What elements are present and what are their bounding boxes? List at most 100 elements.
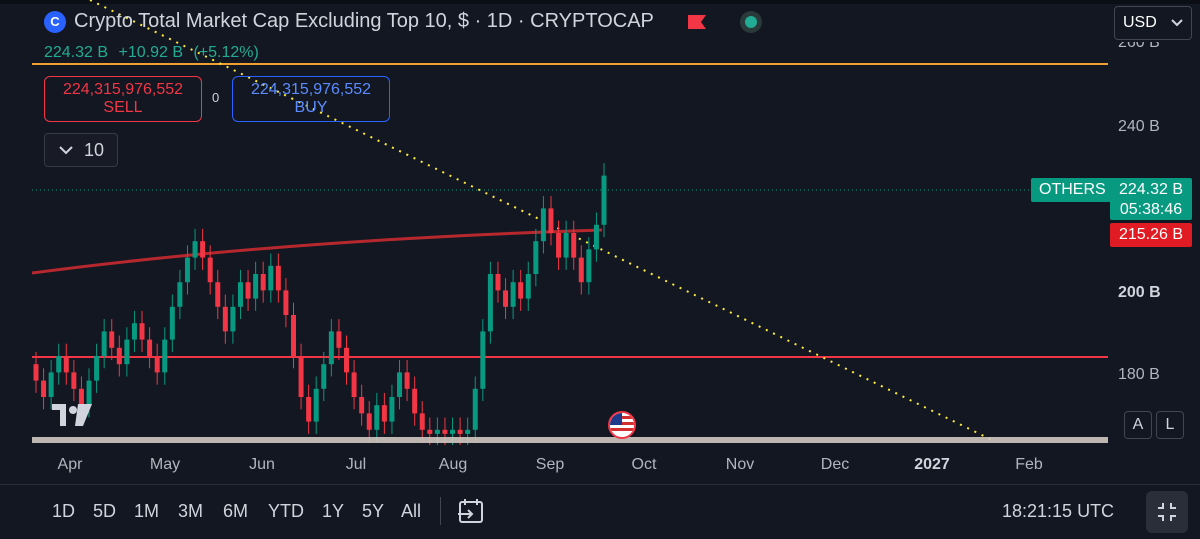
quote-line: 224.32 B +10.92 B (+5.12%) <box>44 44 265 62</box>
candle-body <box>495 274 501 291</box>
candle-body <box>533 241 539 274</box>
candle-body <box>472 388 478 430</box>
quote-change-pct: (+5.12%) <box>193 44 259 61</box>
candle-body <box>336 331 342 348</box>
candle-body <box>374 405 380 430</box>
candle-body <box>245 282 251 299</box>
candle-body <box>41 380 47 397</box>
candle-body <box>359 397 365 414</box>
candle-body <box>540 208 546 242</box>
toolbar-divider <box>440 497 441 525</box>
fullscreen-button[interactable] <box>1146 491 1188 533</box>
time-axis-label: Oct <box>631 456 657 473</box>
buy-button[interactable]: 224,315,976,552 BUY <box>232 76 390 122</box>
us-economic-event-icon[interactable] <box>608 411 636 439</box>
utc-clock[interactable]: 18:21:15 UTC <box>1002 501 1115 521</box>
candle-body <box>268 265 274 291</box>
currency-value: USD <box>1123 14 1157 31</box>
candle-body <box>184 257 190 283</box>
time-axis-label: Dec <box>820 456 850 473</box>
candle-body <box>389 397 395 422</box>
log-scale-button[interactable]: L <box>1156 411 1184 439</box>
candle-body <box>192 241 198 258</box>
bottom-band <box>32 437 1108 443</box>
candle-body <box>260 274 266 291</box>
moving-average-line <box>32 228 603 275</box>
range-button-5d[interactable]: 5D <box>93 501 117 521</box>
candle-body <box>131 323 137 340</box>
candle-body <box>298 356 304 397</box>
range-button-1d[interactable]: 1D <box>52 501 76 521</box>
sell-label: SELL <box>103 99 143 116</box>
candle-body <box>48 372 54 397</box>
currency-selector[interactable]: USD <box>1114 6 1192 40</box>
time-axis-label: Nov <box>725 456 755 473</box>
candles-group <box>33 163 607 445</box>
quote-change: +10.92 B <box>118 44 184 61</box>
candle-body <box>283 290 289 315</box>
candle-body <box>162 339 168 373</box>
flag-icon[interactable] <box>687 14 706 29</box>
candle-body <box>404 372 410 389</box>
candle-body <box>116 347 122 365</box>
price-chart[interactable] <box>32 0 1108 445</box>
go-to-date-icon[interactable] <box>456 497 486 525</box>
range-button-6m[interactable]: 6M <box>223 501 249 521</box>
candle-body <box>397 372 403 397</box>
candle-body <box>427 429 433 434</box>
bar-countdown: 05:38:46 <box>1119 201 1183 218</box>
candle-body <box>525 274 531 299</box>
candle-body <box>548 208 554 233</box>
candle-body <box>351 372 357 397</box>
candle-body <box>578 257 584 283</box>
candle-body <box>207 257 213 283</box>
candle-body <box>381 405 387 422</box>
sell-button[interactable]: 224,315,976,552 SELL <box>44 76 202 122</box>
candle-body <box>33 364 39 381</box>
candle-body <box>601 175 607 225</box>
candle-body <box>253 274 259 299</box>
candle-body <box>237 282 243 307</box>
time-axis-label: May <box>149 456 181 473</box>
candle-body <box>442 429 448 434</box>
time-axis-label: Jun <box>249 456 275 473</box>
candle-body <box>169 306 175 340</box>
quantity-value: 10 <box>83 139 105 160</box>
auto-scale-button[interactable]: A <box>1124 411 1152 439</box>
top-edge <box>0 0 1200 4</box>
candle-body <box>434 429 440 434</box>
candle-body <box>215 282 221 307</box>
cryptocap-logo-icon[interactable]: C <box>44 10 66 33</box>
candle-body <box>321 364 327 389</box>
range-button-ytd[interactable]: YTD <box>268 501 304 521</box>
range-button-5y[interactable]: 5Y <box>362 501 385 521</box>
candle-body <box>124 339 130 365</box>
quote-price: 224.32 B <box>44 44 109 61</box>
sell-price: 224,315,976,552 <box>62 81 184 98</box>
candle-body <box>556 233 562 258</box>
candle-body <box>419 413 425 430</box>
candle-body <box>593 224 599 250</box>
candle-body <box>71 372 77 389</box>
range-button-all[interactable]: All <box>401 501 422 521</box>
candle-body <box>344 347 350 373</box>
range-button-1y[interactable]: 1Y <box>322 501 345 521</box>
time-axis-label: 2027 <box>914 456 950 473</box>
range-button-1m[interactable]: 1M <box>134 501 160 521</box>
candle-body <box>147 339 153 356</box>
tradingview-logo-icon <box>52 404 92 426</box>
last-price-tag: 224.32 B 05:38:46 <box>1110 178 1192 220</box>
symbol-tag: OTHERS <box>1031 178 1114 202</box>
candle-body <box>200 241 206 258</box>
time-axis-label: Sep <box>535 456 565 473</box>
quantity-selector[interactable]: 10 <box>44 133 118 167</box>
candle-body <box>412 388 418 414</box>
price-axis-label: 200 B <box>1118 284 1161 301</box>
buy-price: 224,315,976,552 <box>250 81 372 98</box>
range-button-3m[interactable]: 3M <box>178 501 204 521</box>
market-open-dot-icon[interactable] <box>739 10 762 33</box>
candle-body <box>366 413 372 430</box>
chevron-down-icon <box>59 146 73 155</box>
symbol-title[interactable]: Crypto Total Market Cap Excluding Top 10… <box>74 10 654 32</box>
candle-body <box>563 233 569 258</box>
